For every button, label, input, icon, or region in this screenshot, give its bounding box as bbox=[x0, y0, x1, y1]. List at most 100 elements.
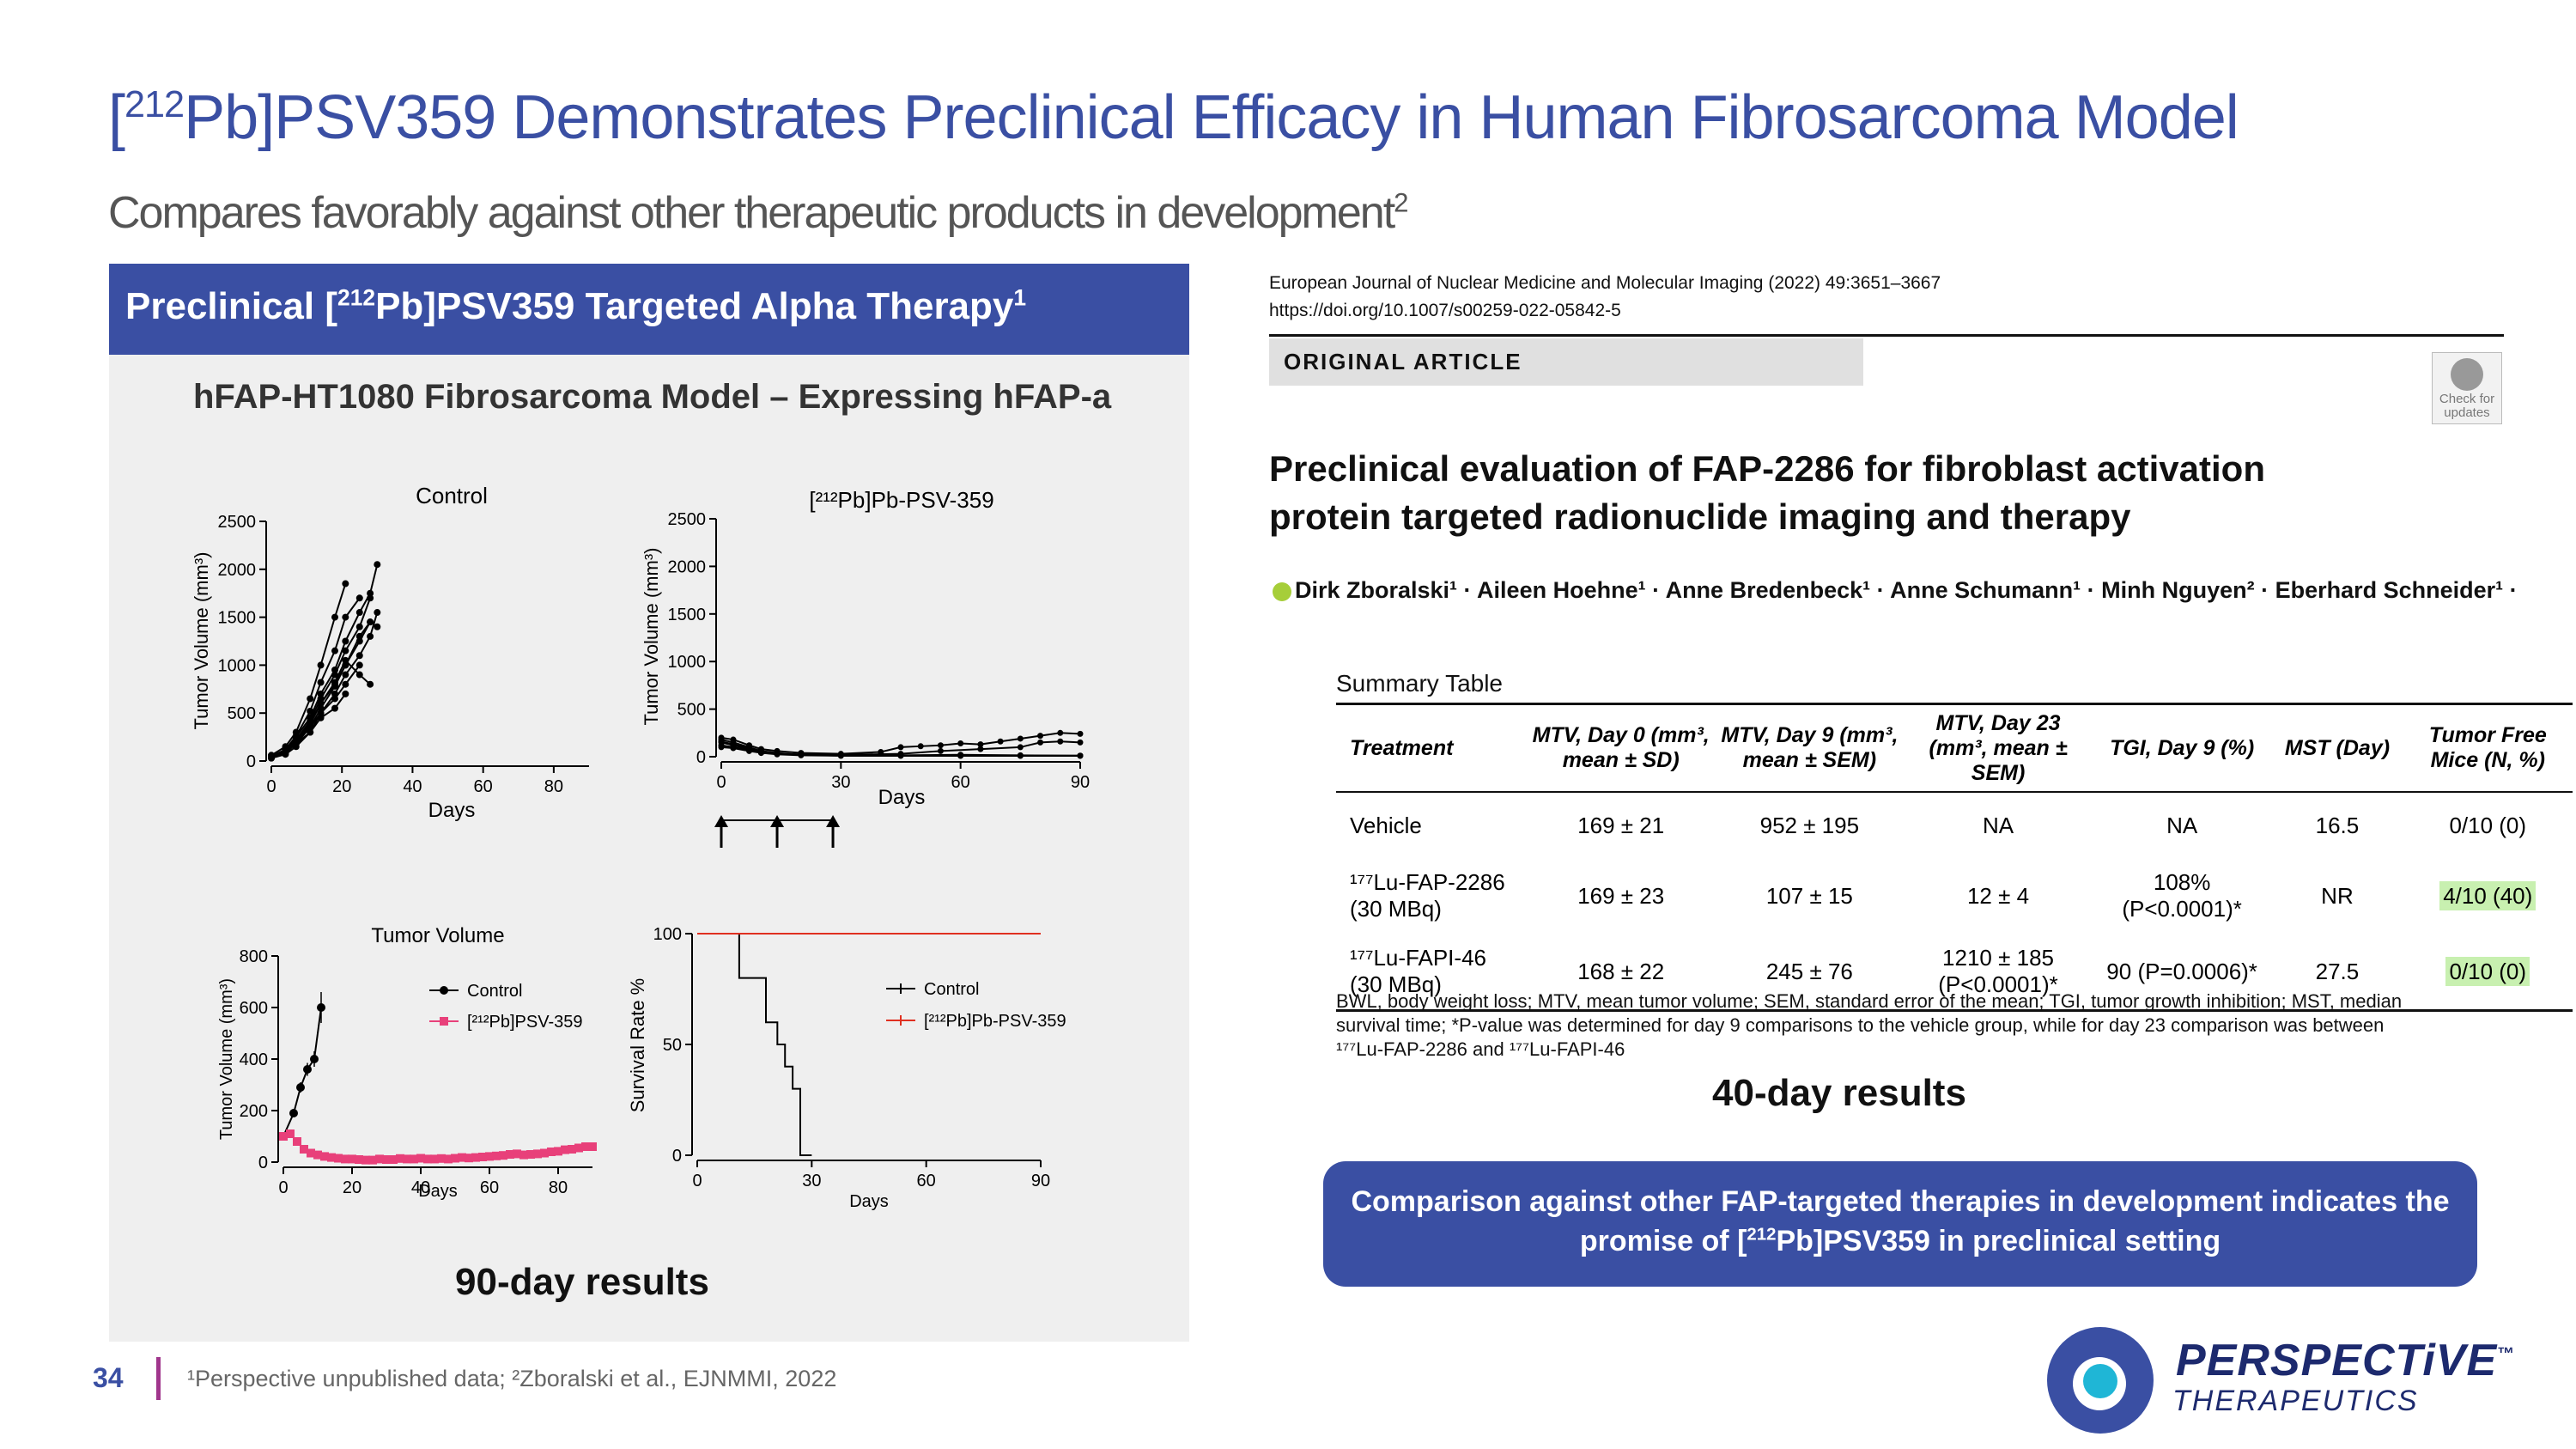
y-tick-label: 1000 bbox=[218, 656, 257, 675]
data-point bbox=[307, 719, 314, 727]
data-point bbox=[327, 1153, 336, 1162]
x-tick-label: 0 bbox=[266, 777, 276, 796]
data-point bbox=[317, 690, 325, 697]
data-point bbox=[331, 680, 338, 688]
data-point bbox=[367, 680, 374, 688]
data-point bbox=[451, 1154, 459, 1163]
data-point bbox=[300, 1145, 308, 1154]
y-axis-label: Survival Rate % bbox=[627, 978, 648, 1113]
data-point bbox=[718, 744, 725, 751]
x-axis-label: Days bbox=[428, 799, 476, 822]
results-label-40: 40-day results bbox=[1712, 1072, 1966, 1114]
data-point bbox=[313, 1150, 322, 1160]
x-tick-label: 60 bbox=[951, 773, 970, 792]
y-tick-label: 0 bbox=[672, 1147, 682, 1166]
table-row: ¹⁷⁷Lu-FAP-2286 (30 MBq) 169 ± 23 107 ± 1… bbox=[1336, 858, 2573, 934]
col-header: MST (Day) bbox=[2271, 703, 2403, 793]
data-point bbox=[437, 1154, 446, 1163]
data-point bbox=[317, 661, 325, 669]
x-tick-label: 0 bbox=[716, 773, 726, 792]
table-row: Vehicle 169 ± 21 952 ± 195 NA NA 16.5 0/… bbox=[1336, 792, 2573, 858]
data-point bbox=[286, 1129, 295, 1138]
y-tick-label: 50 bbox=[663, 1036, 682, 1055]
data-point bbox=[355, 609, 363, 617]
x-tick-label: 40 bbox=[403, 777, 422, 796]
left-panel-header bbox=[109, 264, 1189, 355]
data-point bbox=[375, 1154, 384, 1164]
data-point bbox=[317, 714, 325, 721]
dosing-arrow-head bbox=[770, 815, 785, 827]
y-tick-label: 2000 bbox=[668, 557, 707, 576]
page-title: [212Pb]PSV359 Demonstrates Preclinical E… bbox=[108, 83, 2239, 152]
data-point bbox=[540, 1148, 549, 1158]
data-point bbox=[410, 1154, 418, 1164]
data-point bbox=[307, 728, 314, 736]
data-point bbox=[513, 1149, 521, 1159]
x-tick-label: 60 bbox=[917, 1172, 936, 1190]
table-cell: 4/10 (40) bbox=[2403, 858, 2573, 934]
data-point bbox=[331, 647, 338, 654]
callout-text: Comparison against other FAP-targeted th… bbox=[1351, 1185, 2450, 1257]
data-point bbox=[1077, 730, 1084, 737]
y-tick-label: 1500 bbox=[668, 606, 707, 624]
page-number: 34 bbox=[93, 1362, 124, 1393]
data-point bbox=[774, 751, 781, 758]
x-tick-label: 0 bbox=[692, 1172, 702, 1190]
x-tick-label: 40 bbox=[411, 1178, 430, 1197]
data-point bbox=[367, 632, 374, 640]
data-point bbox=[561, 1145, 569, 1154]
x-tick-label: 0 bbox=[278, 1178, 288, 1197]
data-point bbox=[367, 589, 374, 597]
data-point bbox=[289, 1109, 298, 1117]
data-point bbox=[581, 1142, 590, 1151]
data-point bbox=[368, 1155, 377, 1165]
data-point bbox=[1077, 739, 1084, 746]
data-point bbox=[317, 679, 325, 686]
data-point bbox=[334, 1154, 343, 1163]
data-point bbox=[268, 753, 275, 761]
data-point bbox=[526, 1150, 535, 1159]
data-point bbox=[355, 671, 363, 679]
series-line bbox=[270, 620, 378, 758]
table-cell: 0/10 (0) bbox=[2403, 934, 2573, 1012]
data-point bbox=[977, 746, 984, 752]
y-tick-label: 0 bbox=[696, 748, 706, 767]
x-tick-label: 60 bbox=[480, 1178, 499, 1197]
col-header: MTV, Day 23 (mm³, mean ± SEM) bbox=[1904, 703, 2093, 793]
x-axis-label: Days bbox=[418, 1182, 458, 1201]
left-panel-title: Preclinical [212Pb]PSV359 Targeted Alpha… bbox=[125, 284, 1027, 327]
data-point bbox=[730, 741, 737, 748]
data-point bbox=[458, 1153, 466, 1162]
data-point bbox=[355, 632, 363, 640]
y-axis-label: Tumor Volume (mm³) bbox=[641, 548, 662, 726]
table-cell: 169 ± 23 bbox=[1577, 882, 1665, 909]
series-line bbox=[697, 933, 812, 1156]
data-point bbox=[317, 709, 325, 717]
table-cell: NA bbox=[1982, 812, 2014, 838]
data-point bbox=[837, 752, 844, 758]
data-point bbox=[568, 1145, 576, 1154]
logo-icon-dot bbox=[2083, 1364, 2117, 1398]
x-tick-label: 90 bbox=[1031, 1172, 1050, 1190]
data-point bbox=[342, 671, 349, 679]
data-point bbox=[574, 1143, 583, 1153]
footer-divider bbox=[156, 1357, 161, 1400]
table-row: ¹⁷⁷Lu-FAPI-46 (30 MBq) 168 ± 22 245 ± 76… bbox=[1336, 934, 2573, 1012]
chart-title: Control bbox=[416, 483, 488, 508]
data-point bbox=[478, 1153, 487, 1161]
data-point bbox=[897, 752, 904, 758]
x-tick-label: 60 bbox=[474, 777, 493, 796]
data-point bbox=[798, 752, 805, 758]
orcid-icon bbox=[1273, 581, 1291, 601]
check-updates-badge: Check for updates bbox=[2432, 352, 2502, 424]
data-point bbox=[997, 738, 1004, 745]
table-cell: 12 ± 4 bbox=[1966, 882, 2030, 909]
legend-label: Control bbox=[467, 982, 522, 1001]
data-point bbox=[957, 752, 964, 758]
data-point bbox=[331, 666, 338, 673]
data-point bbox=[292, 736, 300, 744]
chart-title: [²¹²Pb]Pb-PSV-359 bbox=[809, 487, 993, 513]
data-point bbox=[485, 1152, 494, 1161]
x-tick-label: 20 bbox=[332, 777, 351, 796]
paper-authors: Dirk Zboralski¹ · Aileen Hoehne¹ · Anne … bbox=[1269, 577, 2518, 604]
